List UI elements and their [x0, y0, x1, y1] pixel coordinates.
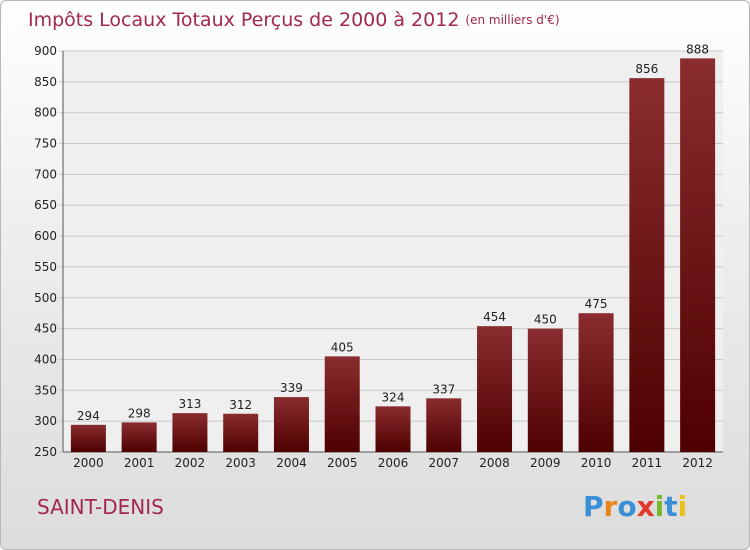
x-tick-label: 2002	[175, 456, 206, 470]
data-label: 337	[432, 382, 455, 396]
data-label: 450	[534, 313, 557, 327]
x-tick-label: 2005	[327, 456, 358, 470]
data-label: 312	[229, 398, 252, 412]
x-tick-label: 2000	[73, 456, 104, 470]
data-label: 856	[635, 62, 658, 76]
data-label: 475	[585, 297, 608, 311]
logo-letter: i	[654, 490, 665, 523]
proxiti-logo: Proxiti	[583, 490, 687, 523]
bar-2001	[121, 422, 157, 452]
x-tick-label: 2006	[378, 456, 409, 470]
y-tick-label: 450	[34, 322, 57, 336]
data-label: 454	[483, 310, 506, 324]
y-tick-label: 400	[34, 352, 57, 366]
bar-2002	[172, 413, 208, 452]
y-tick-label: 700	[34, 167, 57, 181]
y-tick-label: 350	[34, 383, 57, 397]
chart-title-text: Impôts Locaux Totaux Perçus de 2000 à 20…	[28, 9, 460, 31]
data-label: 339	[280, 381, 303, 395]
bar-2003	[223, 413, 259, 452]
x-tick-label: 2011	[632, 456, 663, 470]
chart-title: Impôts Locaux Totaux Perçus de 2000 à 20…	[28, 9, 560, 31]
chart-unit: (en milliers d'€)	[465, 13, 560, 27]
y-tick-label: 900	[34, 44, 57, 58]
y-tick-label: 500	[34, 291, 57, 305]
x-tick-label: 2004	[276, 456, 307, 470]
x-tick-label: 2008	[479, 456, 510, 470]
y-tick-label: 250	[34, 445, 57, 459]
y-tick-label: 650	[34, 198, 57, 212]
y-tick-label: 600	[34, 229, 57, 243]
data-label: 298	[128, 406, 151, 420]
bar-2009	[527, 328, 563, 452]
bar-2000	[70, 424, 106, 452]
commune-name: SAINT-DENIS	[37, 495, 164, 519]
y-tick-label: 800	[34, 106, 57, 120]
data-label: 405	[331, 340, 354, 354]
bar-2006	[375, 406, 411, 452]
bar-2012	[680, 58, 716, 452]
data-label: 324	[382, 390, 405, 404]
x-tick-label: 2010	[581, 456, 612, 470]
logo-letter: t	[664, 490, 678, 523]
data-label: 313	[178, 397, 201, 411]
logo-letter: r	[603, 490, 618, 523]
bar-2008	[477, 326, 513, 452]
bar-2007	[426, 398, 462, 452]
bar-2005	[324, 356, 360, 452]
logo-letter: P	[583, 490, 604, 523]
bar-2010	[578, 313, 614, 452]
x-tick-label: 2001	[124, 456, 155, 470]
data-label: 294	[77, 409, 100, 423]
bar-2011	[629, 78, 665, 452]
bar-2004	[273, 397, 309, 452]
logo-letter: x	[636, 490, 655, 523]
y-tick-label: 750	[34, 137, 57, 151]
x-tick-label: 2003	[225, 456, 256, 470]
logo-letter: i	[677, 490, 688, 523]
y-tick-label: 550	[34, 260, 57, 274]
y-tick-label: 850	[34, 75, 57, 89]
logo-letter: o	[617, 490, 637, 523]
y-tick-label: 300	[34, 414, 57, 428]
x-tick-label: 2009	[530, 456, 561, 470]
data-label: 888	[686, 42, 709, 56]
x-tick-label: 2007	[428, 456, 459, 470]
x-tick-label: 2012	[682, 456, 713, 470]
